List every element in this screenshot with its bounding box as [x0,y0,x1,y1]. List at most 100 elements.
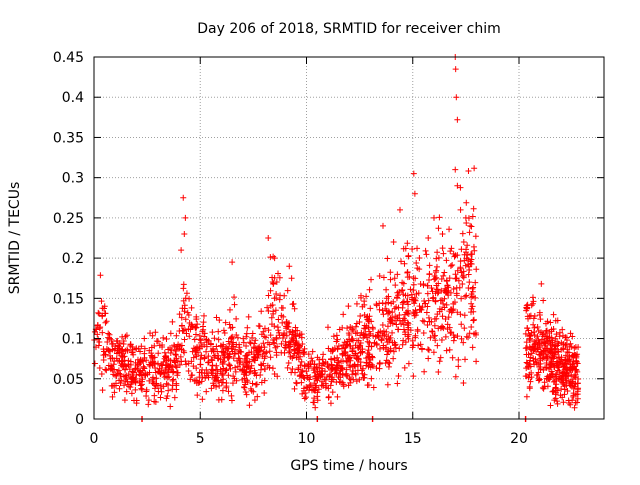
data-point [567,401,574,408]
data-point [470,205,477,212]
data-point [300,349,307,356]
data-point [312,384,319,391]
data-point [209,329,216,336]
data-point [552,335,559,342]
data-point [122,347,129,354]
data-point [547,361,554,368]
data-point [191,336,198,343]
data-point [562,334,569,341]
data-point [532,340,539,347]
data-point [359,346,366,353]
data-point [343,366,350,373]
data-point [260,360,267,367]
data-point [176,361,183,368]
data-point [100,356,107,363]
data-point [218,379,225,386]
data-point [162,352,169,359]
data-point [222,367,229,374]
data-point [344,358,351,365]
data-point [284,364,291,371]
data-point [432,297,439,304]
data-point [460,339,467,346]
data-point [413,260,420,267]
data-point [109,393,116,400]
data-point [119,346,126,353]
data-point [461,257,468,264]
y-tick-label: 0.45 [53,50,84,66]
data-point [180,347,187,354]
data-point [314,364,321,371]
data-point [340,311,347,318]
data-point [401,260,408,267]
data-point [384,348,391,355]
data-point [463,199,470,206]
data-point [452,166,459,173]
data-point [419,304,426,311]
data-point [394,326,401,333]
data-point [341,345,348,352]
data-point [157,385,164,392]
data-point [183,361,190,368]
data-point [562,352,569,359]
data-point [321,376,328,383]
data-point [155,350,162,357]
data-point [114,338,121,345]
data-point [527,378,534,385]
data-point [127,341,134,348]
data-point [432,275,439,282]
data-point [332,367,339,374]
data-point [301,385,308,392]
data-point [472,233,479,240]
data-point [564,388,571,395]
data-point [364,338,371,345]
data-point [165,346,172,353]
data-point [567,330,574,337]
data-point [286,263,293,270]
data-point [562,356,569,363]
data-point [459,230,466,237]
data-point [424,322,431,329]
data-point [420,281,427,288]
data-point [347,354,354,361]
data-point [242,381,249,388]
data-point [99,387,106,394]
data-point [398,258,405,265]
data-point [291,385,298,392]
data-point [550,311,557,318]
data-point [366,332,373,339]
data-point [333,332,340,339]
data-point [384,351,391,358]
data-point [396,345,403,352]
data-point [180,285,187,292]
data-point [571,345,578,352]
data-point [465,271,472,278]
data-point [233,377,240,384]
data-point [202,375,209,382]
data-point [449,354,456,361]
data-point [266,348,273,355]
data-point [368,375,375,382]
data-point [103,367,110,374]
data-point [537,316,544,323]
data-point [146,347,153,354]
data-point [264,362,271,369]
data-point [119,333,126,340]
data-point [354,329,361,336]
data-point [182,214,189,221]
x-tick-label: 5 [196,431,205,447]
data-point [380,274,387,281]
data-point [105,362,112,369]
data-point [426,271,433,278]
data-point [457,184,464,191]
data-point [534,333,541,340]
data-point [401,317,408,324]
data-point [575,385,582,392]
data-point [453,284,460,291]
data-point [469,285,476,292]
data-point [308,355,315,362]
data-point [148,344,155,351]
data-point [572,357,579,364]
data-point [438,336,445,343]
data-point [410,287,417,294]
data-point [170,376,177,383]
